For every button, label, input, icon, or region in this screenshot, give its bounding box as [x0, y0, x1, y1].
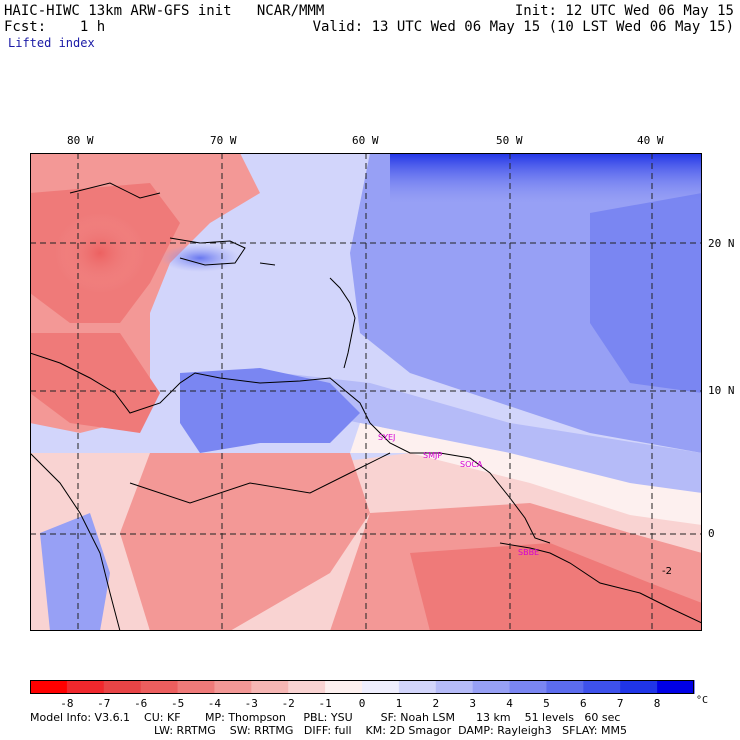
colorbar-swatch — [583, 680, 621, 694]
lon-label-70w: 70 W — [210, 134, 237, 147]
colorbar-tick: 7 — [616, 697, 624, 710]
colorbar-swatch — [103, 680, 142, 694]
colorbar-swatch — [214, 680, 252, 694]
colorbar-swatch — [325, 680, 363, 694]
station-syej: SYEJ — [378, 433, 395, 442]
map-frame — [30, 153, 702, 631]
lon-label-60w: 60 W — [352, 134, 379, 147]
run-title: HAIC-HIWC 13km ARW-GFS init NCAR/MMM — [4, 3, 325, 19]
colorbar-swatch — [657, 680, 695, 694]
station-sbbe: SBBE — [518, 548, 539, 557]
field-red-core — [55, 213, 145, 293]
colorbar-unit: °C — [696, 695, 709, 706]
model-info-line1: Model Info: V3.6.1 CU: KF MP: Thompson P… — [30, 711, 621, 724]
colorbar-swatch — [472, 680, 511, 694]
model-info-line2: LW: RRTMG SW: RRTMG DIFF: full KM: 2D Sm… — [154, 724, 627, 737]
field-neutral-strip — [350, 423, 702, 525]
colorbar-tick: -5 — [170, 697, 185, 710]
lat-label-0: 0 — [708, 527, 715, 540]
field-red-amazon-core — [410, 543, 702, 631]
colorbar-swatch — [398, 680, 437, 694]
forecast-hour: Fcst: 1 h — [4, 19, 106, 35]
field-blue-andes — [40, 513, 110, 631]
colorbar-tick: 5 — [543, 697, 550, 710]
field-red-amazon-west — [120, 453, 370, 631]
field-blue-hispaniola — [160, 244, 240, 272]
init-time: Init: 12 UTC Wed 06 May 15 — [514, 3, 734, 19]
colorbar-frame — [30, 680, 694, 694]
colorbar-tick: -4 — [207, 697, 222, 710]
colorbar-tick: -7 — [97, 697, 111, 710]
colorbar-tick: -6 — [134, 697, 148, 710]
colorbar-swatch — [509, 680, 547, 694]
station-soca: SOCA — [460, 460, 483, 469]
colorbar-tick: 6 — [579, 697, 587, 710]
lon-label-80w: 80 W — [67, 134, 94, 147]
field-blue-venezuela — [180, 368, 360, 453]
colorbar-tick: -2 — [281, 697, 295, 710]
lon-label-40w: 40 W — [637, 134, 664, 147]
colorbar-swatch — [362, 680, 400, 694]
colorbar-swatch — [288, 680, 326, 694]
contour-label: -2 — [662, 566, 672, 577]
colorbar-tick: 0 — [358, 697, 366, 710]
colorbar-tick: -1 — [318, 697, 332, 710]
colorbar-swatch — [140, 680, 179, 694]
field-name: Lifted index — [8, 36, 95, 50]
station-smjp: SMJP — [423, 451, 442, 460]
colorbar-tick: 2 — [432, 697, 440, 710]
lat-label-10n: 10 N — [708, 384, 735, 397]
colorbar-tick: -8 — [60, 697, 74, 710]
field-blue-north — [390, 153, 702, 203]
colorbar-swatch — [177, 680, 215, 694]
colorbar-swatch — [435, 680, 474, 694]
valid-time: Valid: 13 UTC Wed 06 May 15 (10 LST Wed … — [312, 19, 734, 35]
colorbar-swatch — [251, 680, 289, 694]
colorbar-tick: 1 — [395, 697, 403, 710]
colorbar-swatch — [620, 680, 658, 694]
colorbar-tick: -3 — [244, 697, 258, 710]
field-blue-band — [280, 373, 702, 493]
colorbar-swatch — [66, 680, 105, 694]
field-red-central-america — [30, 333, 160, 433]
lon-label-50w: 50 W — [496, 134, 523, 147]
colorbar-swatch — [30, 680, 68, 694]
colorbar-swatch — [546, 680, 584, 694]
lifted-index-map: SYEJ SMJP SOCA SBBE -2 — [30, 153, 702, 631]
colorbar-tick: 4 — [506, 697, 513, 710]
colorbar-tick: 8 — [653, 697, 661, 710]
colorbar-tick: 3 — [469, 697, 476, 710]
graticule — [30, 153, 702, 631]
coastlines — [30, 182, 702, 631]
lat-label-20n: 20 N — [708, 237, 735, 250]
colorbar — [30, 680, 695, 694]
